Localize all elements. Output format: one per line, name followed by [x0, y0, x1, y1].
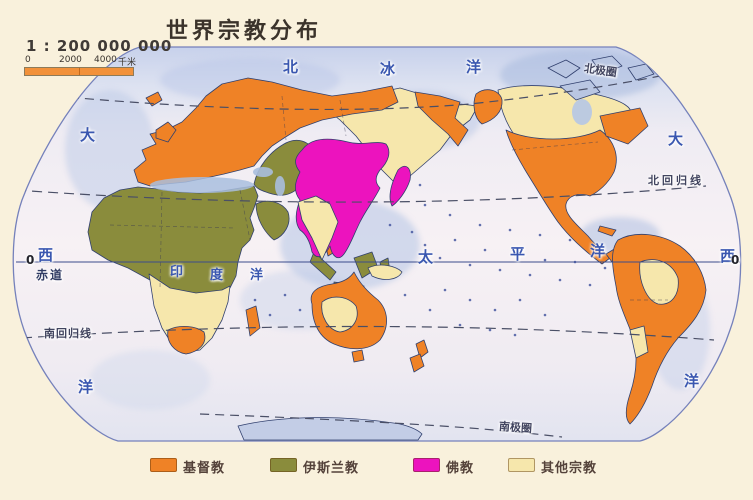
- country-borders: [109, 95, 668, 301]
- tropic-of-cancer-label: 北回归线: [648, 174, 704, 187]
- atlantic-ocean-west-label-char: 大: [80, 126, 96, 144]
- map-scale-ratio: 1 : 200 000 000: [26, 37, 173, 55]
- islam-label: 伊斯兰教: [303, 461, 360, 476]
- pacific-ocean-label-char: 太: [418, 248, 434, 266]
- arctic-ocean-label-char: 冰: [380, 60, 396, 78]
- islam-swatch: [270, 458, 297, 472]
- atlantic-ocean-east-label-char: 洋: [684, 372, 700, 390]
- atlantic-ocean-east-label-char: 大: [668, 130, 684, 148]
- arctic-circle-line: [54, 75, 661, 111]
- pacific-ocean-label-char: 洋: [590, 242, 606, 260]
- scale-unit: 千米: [118, 58, 137, 68]
- indian-ocean-label-char: 度: [210, 268, 224, 283]
- christianity-swatch: [150, 458, 177, 472]
- scale-tick-2000: 2000: [59, 55, 82, 65]
- scale-tick-0: 0: [25, 55, 31, 65]
- tropic-of-capricorn-label: 南回归线: [44, 327, 92, 340]
- other-religions-label: 其他宗教: [541, 461, 598, 476]
- island-dots: [253, 183, 607, 337]
- other-religions-swatch: [508, 458, 535, 472]
- arctic-ocean-label-char: 北: [283, 58, 299, 76]
- indian-ocean-label-char: 洋: [250, 268, 264, 283]
- christianity-label: 基督教: [183, 461, 226, 476]
- scale-bar-ticks: 0 2000 4000 千米: [24, 55, 174, 68]
- indian-ocean-label-char: 印: [170, 265, 184, 280]
- buddhism-swatch: [413, 458, 440, 472]
- land-southern-africa-christian: [167, 326, 206, 355]
- atlantic-ocean-west-label-char: 西: [38, 246, 54, 264]
- scale-bar: [24, 67, 134, 76]
- equator-zero-left: 0: [26, 253, 35, 267]
- tropic-of-capricorn-line: [21, 325, 715, 341]
- pacific-ocean-label-char: 平: [510, 245, 526, 263]
- equator-label: 赤道: [36, 268, 65, 282]
- atlantic-ocean-west-label-char: 洋: [78, 378, 94, 396]
- marginal-seas: [150, 99, 592, 196]
- land-other-overlays: [297, 195, 679, 359]
- scale-tick-4000: 4000: [94, 55, 117, 65]
- antarctic-circle-label: 南极圈: [498, 419, 533, 436]
- latitude-lines: [15, 75, 740, 438]
- atlantic-ocean-east-label-char: 西: [720, 247, 736, 265]
- antarctic-circle-line: [199, 413, 563, 438]
- equator-zero-right: 0: [731, 253, 740, 267]
- buddhism-label: 佛教: [446, 461, 475, 476]
- tropic-of-cancer-line: [15, 185, 707, 203]
- page-title: 世界宗教分布: [166, 18, 323, 43]
- arctic-ocean-label-char: 洋: [466, 58, 482, 76]
